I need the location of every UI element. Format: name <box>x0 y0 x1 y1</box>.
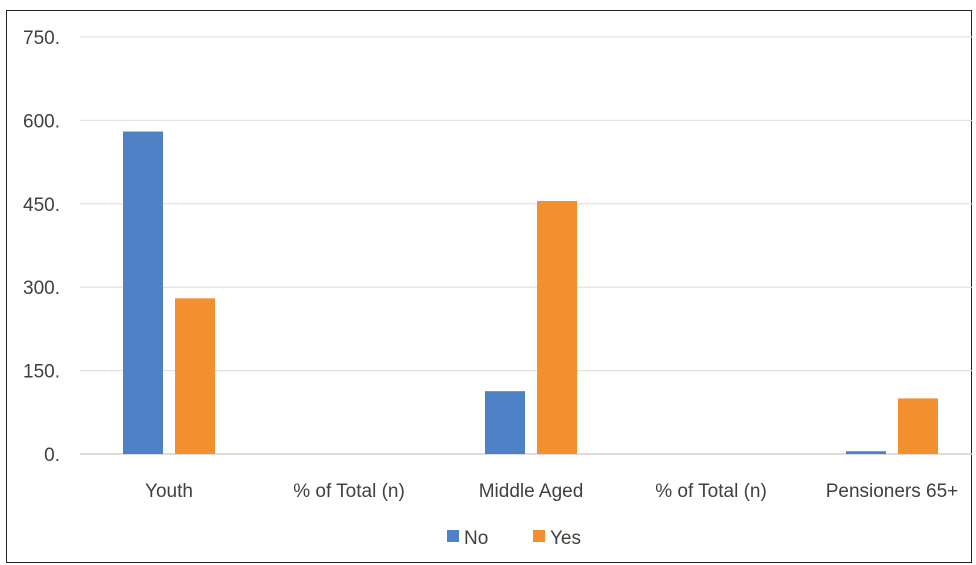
x-category-label: % of Total (n) <box>293 481 405 502</box>
legend-label-no: No <box>464 528 488 549</box>
bar-yes-2 <box>537 201 577 454</box>
y-tick-label: 150. <box>23 362 60 383</box>
y-axis-ticks: 0. 150. 300. 450. 600. 750. <box>23 28 60 466</box>
legend-label-yes: Yes <box>550 528 581 549</box>
bar-no-4 <box>846 451 886 454</box>
x-category-label: % of Total (n) <box>655 481 767 502</box>
gridlines <box>80 36 972 455</box>
y-tick-label: 600. <box>23 111 60 132</box>
x-category-label: Pensioners 65+ <box>826 481 959 502</box>
y-tick-label: 450. <box>23 195 60 216</box>
bar-yes-4 <box>898 398 938 454</box>
y-tick-label: 750. <box>23 28 60 49</box>
legend: No Yes <box>447 528 581 549</box>
y-tick-label: 300. <box>23 278 60 299</box>
legend-swatch-yes <box>533 530 545 542</box>
y-tick-label: 0. <box>44 445 60 466</box>
x-category-label: Youth <box>145 481 193 502</box>
x-category-label: Middle Aged <box>479 481 584 502</box>
bar-no-0 <box>123 131 163 454</box>
chart-frame <box>6 10 972 563</box>
bar-yes-0 <box>175 298 215 454</box>
legend-swatch-no <box>447 530 459 542</box>
bars <box>123 131 938 454</box>
bar-no-2 <box>485 391 525 454</box>
x-axis-categories: Youth % of Total (n) Middle Aged % of Total… <box>145 481 958 502</box>
